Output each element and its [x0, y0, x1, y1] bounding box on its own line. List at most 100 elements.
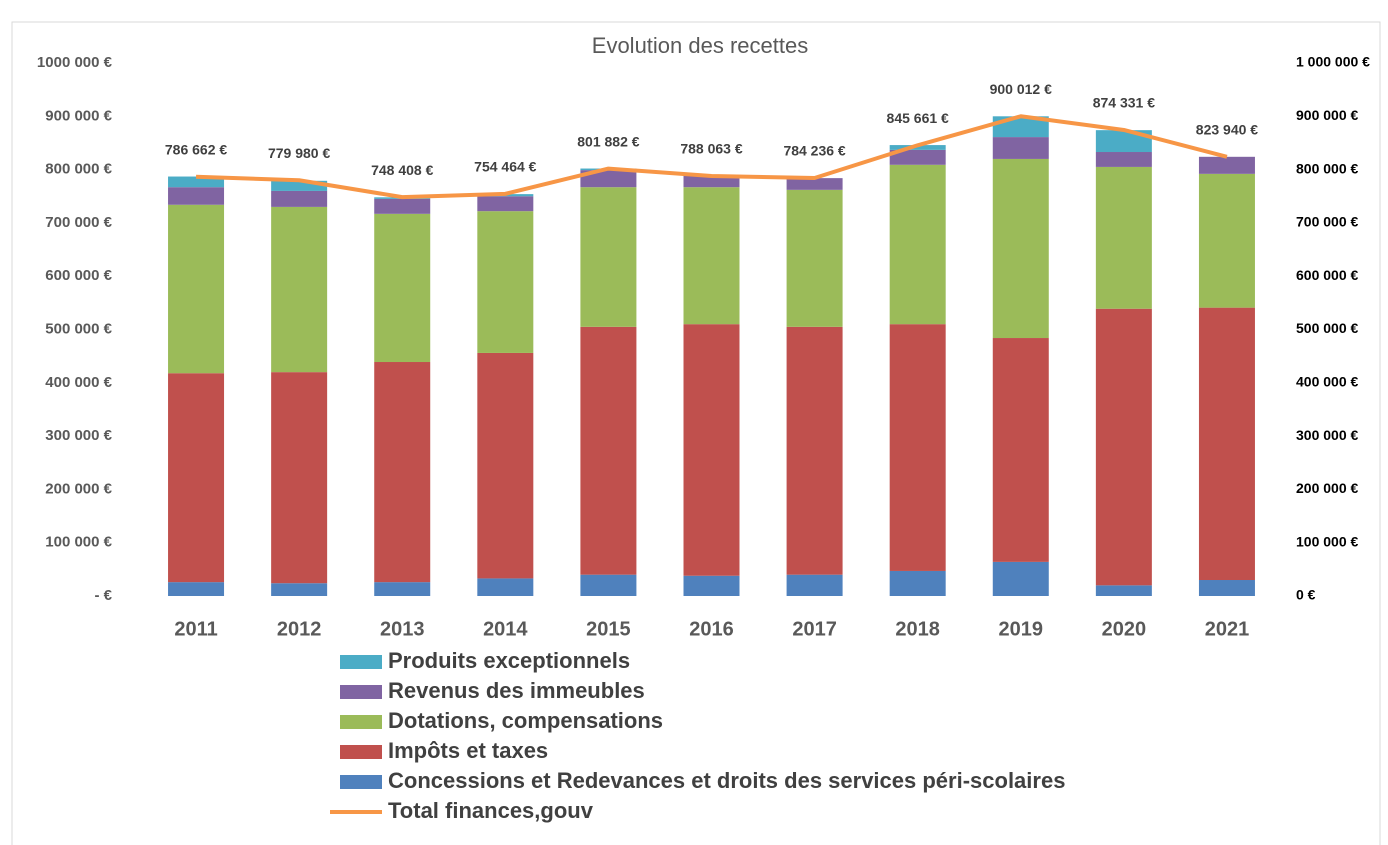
bar-segment — [992, 137, 1049, 159]
bar-segment — [374, 582, 431, 596]
bar-segment — [271, 180, 328, 191]
bar-segment — [889, 570, 946, 596]
x-tick-label: 2019 — [999, 618, 1044, 640]
x-tick-label: 2015 — [586, 618, 631, 640]
bar-segment — [683, 575, 740, 596]
bar-segment — [580, 187, 637, 327]
bar-segment — [1095, 152, 1152, 167]
bar-segment — [271, 206, 328, 373]
bar-segment — [168, 582, 225, 596]
chart-title: Evolution des recettes — [592, 33, 808, 58]
bar-segment — [477, 211, 534, 353]
bar-segment — [1095, 585, 1152, 596]
legend-label: Impôts et taxes — [388, 738, 548, 763]
bar-segment — [1095, 166, 1152, 309]
data-label: 788 063 € — [680, 141, 742, 157]
y-tick-label: 600 000 € — [45, 267, 112, 284]
bar-segment — [992, 338, 1049, 562]
bar-segment — [374, 213, 431, 363]
legend-label: Dotations, compensations — [388, 708, 663, 733]
y2-tick-label: 500 000 € — [1296, 320, 1358, 336]
legend-label: Produits exceptionnels — [388, 648, 630, 673]
y2-tick-label: 1 000 000 € — [1296, 54, 1370, 70]
x-tick-label: 2021 — [1205, 618, 1250, 640]
bar-segment — [271, 583, 328, 596]
y2-tick-label: 400 000 € — [1296, 374, 1358, 390]
x-tick-label: 2016 — [689, 618, 734, 640]
y-tick-label: - € — [94, 587, 112, 604]
bar-segment — [271, 372, 328, 584]
y-tick-label: 500 000 € — [45, 320, 112, 337]
data-label: 823 940 € — [1196, 122, 1258, 138]
x-tick-label: 2013 — [380, 618, 425, 640]
y-tick-label: 400 000 € — [45, 374, 112, 391]
data-label: 845 661 € — [887, 110, 949, 126]
bar-segment — [889, 145, 946, 150]
legend-swatch — [340, 685, 382, 699]
legend-label: Total finances,gouv — [388, 798, 594, 823]
x-tick-label: 2012 — [277, 618, 322, 640]
y-tick-label: 800 000 € — [45, 161, 112, 178]
bar-segment — [168, 176, 225, 188]
bar-segment — [477, 196, 534, 212]
bar-segment — [786, 326, 843, 575]
bar-segment — [374, 362, 431, 583]
data-label: 874 331 € — [1093, 95, 1155, 111]
data-label: 900 012 € — [990, 81, 1052, 97]
bar-segment — [889, 164, 946, 325]
bar-segment — [168, 373, 225, 583]
bar-segment — [786, 178, 843, 190]
data-label: 748 408 € — [371, 162, 433, 178]
bar-segment — [683, 187, 740, 325]
bar-segment — [992, 561, 1049, 596]
bar-segment — [683, 175, 740, 188]
bar-segment — [683, 324, 740, 576]
bar-segment — [1198, 307, 1255, 581]
y-tick-label: 900 000 € — [45, 107, 112, 124]
data-label: 779 980 € — [268, 145, 330, 161]
y-tick-label: 700 000 € — [45, 214, 112, 231]
x-tick-label: 2018 — [895, 618, 940, 640]
legend-label: Concessions et Redevances et droits des … — [388, 768, 1065, 793]
bar-segment — [168, 187, 225, 205]
y-tick-label: 300 000 € — [45, 427, 112, 444]
y2-tick-label: 200 000 € — [1296, 480, 1358, 496]
x-tick-label: 2017 — [792, 618, 837, 640]
line — [195, 114, 1228, 200]
bar-segment — [786, 189, 843, 327]
bar-segment — [580, 170, 637, 188]
bar-segment — [580, 326, 637, 575]
y2-tick-label: 0 € — [1296, 587, 1316, 603]
legend-swatch — [340, 775, 382, 789]
bar-segment — [1198, 173, 1255, 308]
x-tick-label: 2011 — [174, 618, 217, 640]
y2-tick-label: 600 000 € — [1296, 267, 1358, 283]
data-label: 801 882 € — [577, 133, 639, 149]
legend-swatch — [340, 745, 382, 759]
bar-segment — [889, 324, 946, 571]
bar-segment — [786, 574, 843, 596]
bar-segment — [580, 574, 637, 596]
bar-segment — [992, 158, 1049, 339]
y2-tick-label: 900 000 € — [1296, 107, 1358, 123]
x-tick-label: 2020 — [1102, 618, 1147, 640]
bar-segment — [374, 198, 431, 214]
bar-segment — [1095, 308, 1152, 586]
bar-segment — [271, 190, 328, 207]
y2-tick-label: 700 000 € — [1296, 214, 1358, 230]
data-label: 784 236 € — [783, 143, 845, 159]
y-tick-label: 100 000 € — [45, 534, 112, 551]
bar-segment — [168, 204, 225, 374]
legend-swatch — [340, 715, 382, 729]
x-tick-label: 2014 — [483, 618, 528, 640]
data-label: 786 662 € — [165, 141, 227, 157]
bar-segment — [1198, 580, 1255, 596]
y2-tick-label: 800 000 € — [1296, 160, 1358, 176]
legend-swatch — [340, 655, 382, 669]
y-tick-label: 1000 000 € — [37, 54, 113, 71]
bar-segment — [477, 578, 534, 596]
legend-label: Revenus des immeubles — [388, 678, 645, 703]
bar-segment — [889, 149, 946, 165]
bar-segment — [1198, 156, 1255, 174]
